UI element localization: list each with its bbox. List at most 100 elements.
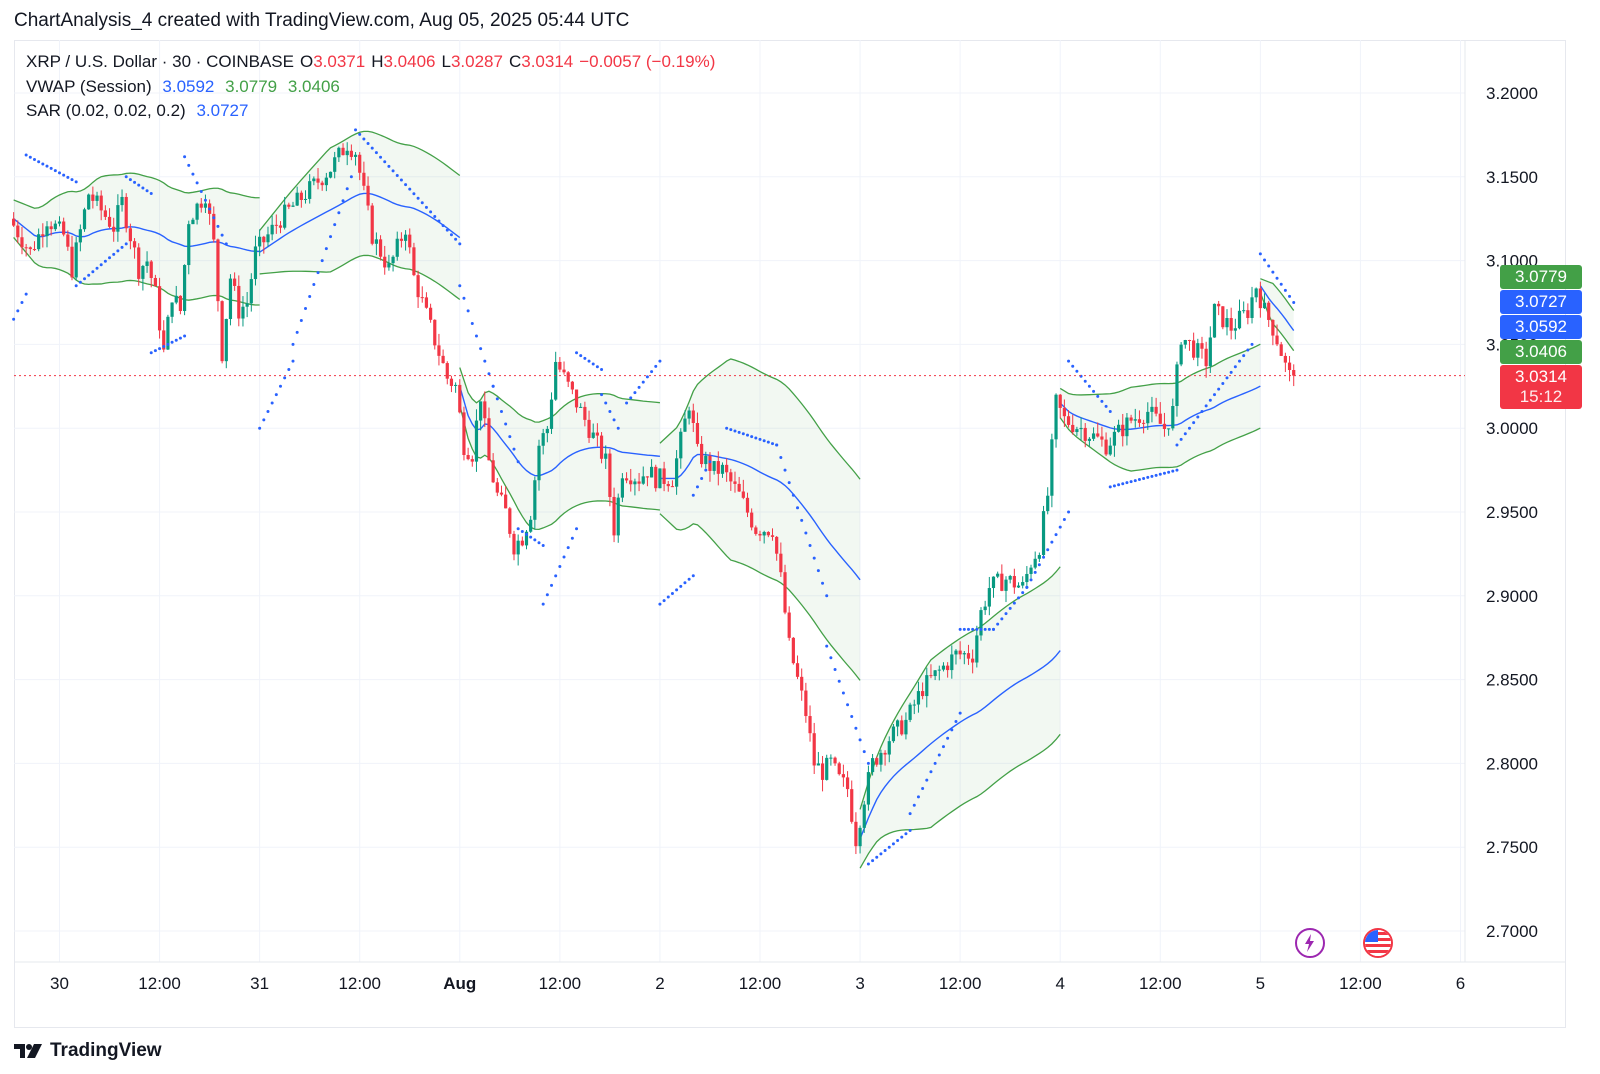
candle-body [74,242,78,278]
candle-body [270,224,274,235]
candle-body [595,432,599,436]
sar-dot [24,292,28,296]
x-tick-label: 12:00 [1339,974,1382,993]
sar-dot [812,556,816,560]
tradingview-brand[interactable]: TradingView [14,1040,162,1062]
candle-body [1104,439,1108,455]
candle-body [587,419,591,438]
candle-body [554,361,558,400]
candle-body [249,279,253,304]
candle-body [1079,427,1083,430]
sar-dot [291,359,295,363]
sar-dot [1158,472,1162,476]
candle-body [1167,428,1171,430]
candle-body [95,195,99,201]
legend-vwap[interactable]: VWAP (Session) 3.0592 3.0779 3.0406 [26,77,346,97]
candle-body [1133,419,1137,421]
sar-dot [66,175,70,179]
x-tick-label: 12:00 [739,974,782,993]
candle-body [866,772,871,805]
candle-body [228,278,233,320]
x-axis[interactable]: 30 12:00 31 12:00 Aug 12:00 2 12:00 3 12:00 4 12:00… [14,961,1565,993]
vwap-upper-line [859,566,1061,810]
legend-sar[interactable]: SAR (0.02, 0.02, 0.2) 3.0727 [26,101,254,121]
y-tick-label: 2.8000 [1486,754,1538,773]
sar-dot [1067,359,1071,363]
us-economic-event-button[interactable] [1363,928,1393,958]
candle-body [1254,288,1258,298]
candle-body [895,720,900,727]
candle-body [349,150,353,157]
vwap-upper-line [259,130,461,231]
candle-body [862,804,866,828]
candle-body [299,192,303,200]
sar-dot [128,178,132,182]
sar-dot [866,862,870,866]
sar-dot [208,207,212,211]
candle-body [1279,344,1283,356]
candle-body [854,821,858,847]
legend-symbol[interactable]: XRP / U.S. Dollar · 30 · COINBASE [26,52,294,71]
sar-dot [825,644,829,648]
candle-body [816,763,820,766]
candle-body [1000,573,1004,591]
sar-dot [912,803,916,807]
candle-body [950,654,954,671]
sar-dot [883,849,887,853]
sar-dot [1288,294,1292,298]
candle-body [695,422,700,444]
candle-body [378,239,383,257]
sar-dot [16,309,20,313]
sar-dot [554,574,558,578]
candle-body [124,196,128,229]
candle-body [1012,575,1016,588]
candle-body [946,665,950,671]
sar-dot [1192,421,1196,425]
candle-body [1062,407,1066,417]
candle-body [583,406,587,420]
sar-dot [374,151,378,155]
candle-body [141,265,145,279]
sar-dot [337,211,341,215]
sar-dot [20,301,24,304]
sar-dot [691,574,695,578]
y-axis[interactable]: 3.20003.15003.10003.05003.00002.95002.90… [1464,40,1538,962]
sar-dot [525,532,528,536]
candle-body [770,535,775,537]
close-value: 3.0314 [521,52,574,71]
candle-body [941,665,946,670]
sar-dot [1129,480,1133,484]
sar-dot [445,228,449,232]
sar-dot [846,703,850,707]
candle-body [32,249,37,251]
candle-body [391,256,395,264]
chart-credit-header: ChartAnalysis_4 created with TradingView… [14,10,630,31]
vwap-upper-line [659,358,861,480]
sar-dot [99,263,103,267]
sar-dot [741,432,745,436]
sar-dot [829,656,833,660]
sar-dot [629,396,633,400]
sar-dot [95,266,99,270]
sar-dot [904,832,908,836]
candle-body [1175,364,1179,407]
open-value: 3.0371 [313,52,366,71]
last-price-badge: 3.0314 15:12 [1500,365,1582,409]
sar-dot [1204,404,1208,408]
sar-dot [479,347,483,351]
candle-body [1142,422,1146,424]
vwap-line [859,650,1061,840]
candle-body [174,295,178,303]
candle-body [904,719,908,735]
sar-dot [1238,359,1242,363]
x-tick-label: 3 [855,974,864,993]
sar-dot [996,622,1000,626]
candle-body [975,635,979,663]
flash-event-button[interactable] [1295,928,1325,958]
candle-body [395,238,399,257]
candle-body [99,195,103,211]
candle-body [345,150,349,156]
sar-dot [174,338,178,342]
candle-body [1154,406,1158,414]
